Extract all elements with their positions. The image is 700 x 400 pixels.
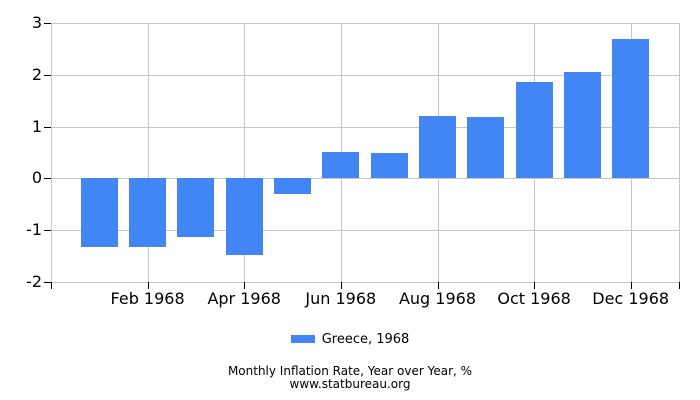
x-axis-tick	[147, 282, 149, 289]
x-tick-label: Feb 1968	[110, 289, 185, 308]
y-gridline	[51, 282, 679, 283]
source-url: www.statbureau.org	[289, 377, 411, 391]
bar	[612, 38, 650, 179]
y-axis-tick	[44, 23, 51, 24]
x-gridline	[147, 23, 149, 282]
chart-subtitle: Monthly Inflation Rate, Year over Year, …	[227, 364, 473, 378]
y-axis-tick	[44, 230, 51, 232]
x-axis-tick	[534, 282, 536, 289]
x-axis-tick	[244, 282, 246, 289]
bar	[225, 178, 263, 256]
y-tick-label: 1	[31, 116, 42, 136]
x-axis-edge-tick	[51, 282, 52, 289]
x-axis-tick	[340, 282, 342, 289]
bar	[322, 152, 360, 179]
y-axis-tick	[44, 126, 51, 128]
y-gridline	[51, 178, 679, 180]
y-tick-label: 0	[31, 168, 42, 188]
y-axis-tick	[44, 74, 51, 76]
x-tick-label: Apr 1968	[207, 289, 281, 308]
y-tick-label: 3	[31, 13, 42, 32]
x-tick-label: Dec 1968	[592, 289, 670, 308]
bar	[467, 117, 505, 179]
bar	[129, 178, 167, 248]
bar	[370, 152, 408, 179]
y-axis-tick	[44, 282, 51, 283]
x-axis-tick	[437, 282, 439, 289]
x-gridline	[244, 23, 246, 282]
y-gridline	[51, 74, 679, 76]
bar	[80, 178, 118, 248]
plot-frame-edge	[679, 23, 680, 282]
legend-label: Greece, 1968	[321, 331, 410, 347]
y-axis-tick	[44, 178, 51, 180]
x-tick-label: Aug 1968	[398, 289, 477, 308]
x-axis-edge-tick	[679, 282, 680, 289]
x-tick-label: Jun 1968	[305, 289, 377, 308]
y-tick-label: -2	[26, 272, 42, 291]
legend-swatch	[290, 335, 315, 343]
bar	[419, 116, 456, 179]
y-gridline	[51, 230, 679, 232]
y-tick-label: 2	[31, 64, 42, 84]
bar	[563, 72, 601, 179]
legend: Greece, 1968	[0, 331, 700, 347]
bar	[177, 178, 215, 238]
x-tick-label: Oct 1968	[497, 289, 571, 308]
plot-frame-edge	[51, 23, 52, 282]
y-gridline	[51, 23, 679, 24]
bar	[274, 178, 311, 195]
x-axis-tick	[630, 282, 632, 289]
bar	[515, 82, 553, 179]
y-tick-label: -1	[26, 220, 42, 240]
y-gridline	[51, 126, 679, 128]
